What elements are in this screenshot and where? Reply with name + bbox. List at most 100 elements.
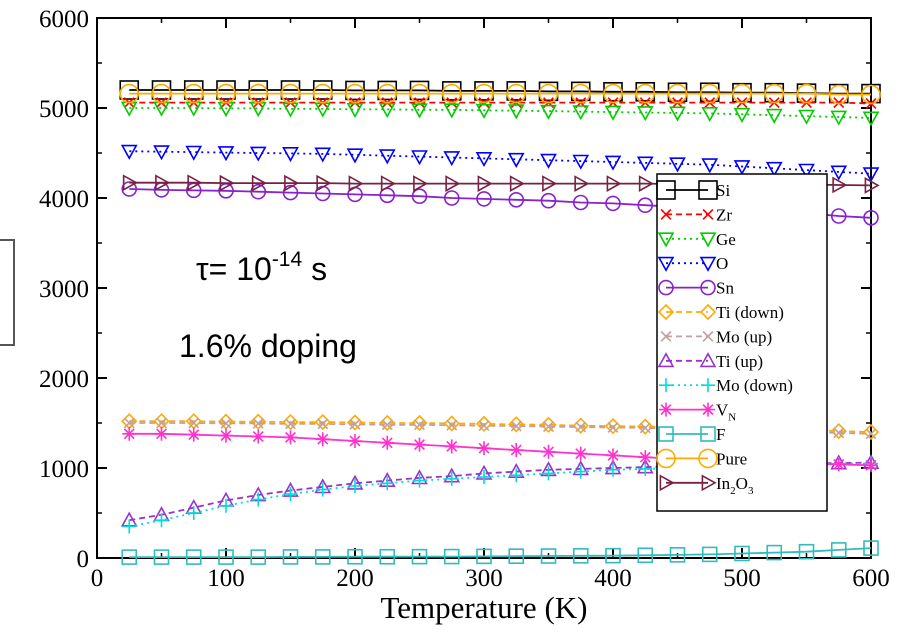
doping-annotation: 1.6% doping	[179, 328, 357, 364]
data-point	[701, 546, 718, 563]
data-point	[658, 279, 674, 296]
data-point	[444, 439, 459, 454]
data-point	[864, 458, 878, 473]
data-point	[732, 83, 752, 104]
data-point	[541, 444, 556, 459]
series-line	[129, 150, 872, 175]
data-point	[284, 174, 300, 192]
data-point	[183, 83, 204, 104]
data-point	[606, 448, 620, 463]
data-point	[380, 476, 395, 491]
data-point	[314, 147, 332, 163]
data-point	[252, 417, 264, 429]
data-point	[638, 450, 653, 465]
data-point	[572, 194, 589, 211]
data-point	[862, 167, 880, 183]
legend-label: O	[716, 254, 728, 273]
data-point	[285, 418, 296, 430]
series-zr	[123, 97, 877, 109]
x-tick-label: 0	[91, 565, 104, 592]
data-point	[154, 513, 169, 528]
data-point	[475, 103, 493, 119]
data-point	[444, 471, 459, 486]
data-point	[798, 163, 815, 179]
data-point	[509, 443, 524, 457]
data-point	[572, 154, 590, 170]
data-point	[541, 466, 556, 481]
tau-annotation: τ= 10-14 s	[196, 248, 327, 287]
data-point	[475, 152, 493, 168]
data-point	[378, 102, 396, 118]
data-point	[250, 183, 267, 200]
data-point	[186, 427, 201, 442]
data-point	[348, 479, 362, 493]
data-point	[345, 83, 365, 104]
data-point	[381, 419, 393, 431]
data-point	[251, 429, 266, 444]
data-point	[412, 437, 427, 452]
data-point	[607, 422, 619, 433]
data-point	[570, 83, 591, 104]
data-point	[828, 84, 849, 105]
data-point	[251, 492, 266, 507]
x-tick-label: 100	[207, 565, 245, 592]
data-point	[573, 464, 588, 479]
data-point	[765, 161, 783, 177]
data-point	[441, 83, 462, 104]
data-point	[120, 101, 138, 117]
data-point	[701, 158, 719, 174]
data-point	[153, 549, 170, 565]
data-point	[282, 147, 299, 163]
legend-item: O	[657, 254, 728, 273]
data-point	[249, 146, 267, 162]
data-point	[155, 174, 171, 192]
data-point	[348, 434, 362, 448]
data-point	[413, 175, 429, 192]
data-point	[476, 191, 492, 207]
legend-label: Si	[716, 181, 730, 200]
legend-label: In2O3	[716, 474, 754, 497]
legend-item: Sn	[658, 279, 734, 298]
data-point	[508, 548, 525, 565]
data-point	[507, 152, 525, 168]
data-point	[540, 104, 557, 120]
legend-item: F	[658, 425, 725, 444]
legend-item: Pure	[656, 448, 747, 469]
legend-item: VN	[659, 401, 736, 424]
data-point	[669, 547, 686, 563]
data-point	[219, 498, 233, 513]
data-point	[122, 174, 138, 192]
legend-item: Ti (up)	[657, 352, 763, 371]
data-point	[119, 83, 140, 104]
data-point	[411, 150, 428, 166]
data-point	[443, 151, 461, 167]
data-point	[656, 180, 676, 200]
data-point	[698, 448, 718, 469]
data-point	[638, 175, 654, 192]
data-point	[219, 428, 233, 443]
series-line	[129, 547, 872, 558]
series-line	[129, 462, 872, 528]
data-point	[667, 83, 688, 104]
data-point	[543, 421, 554, 433]
data-point	[637, 197, 654, 213]
series-line	[129, 420, 872, 433]
data-point	[700, 426, 716, 442]
data-point	[122, 519, 137, 534]
data-point	[861, 84, 881, 105]
data-point	[798, 109, 815, 125]
data-point	[832, 176, 848, 194]
data-point	[702, 330, 714, 342]
data-point	[478, 420, 490, 432]
series-f	[121, 540, 879, 565]
data-point	[474, 83, 494, 104]
data-point	[658, 426, 674, 442]
data-point	[187, 174, 203, 192]
data-point	[185, 145, 203, 161]
data-point	[509, 468, 524, 483]
data-point	[477, 175, 493, 192]
series-ge	[120, 101, 880, 127]
data-point	[446, 419, 458, 431]
legend: Si Zr Ge O Sn Ti (down) Mo (up) Ti (up) Mo (down…	[656, 173, 828, 512]
legend-item: Ge	[657, 230, 736, 249]
